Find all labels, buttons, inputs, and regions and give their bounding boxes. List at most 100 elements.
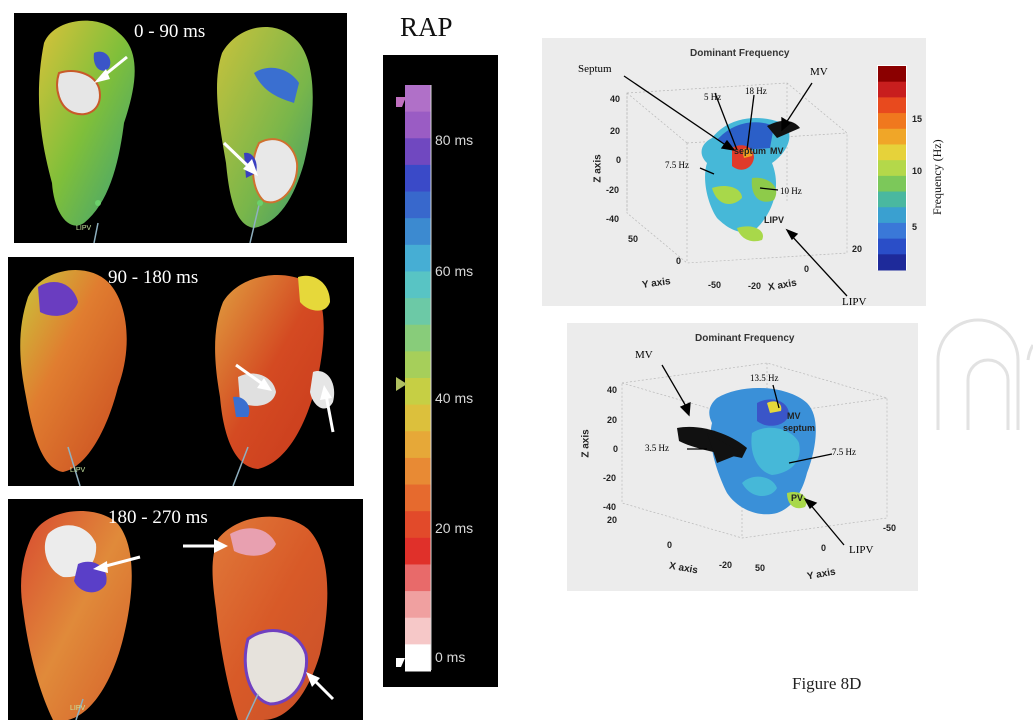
scale-color-band xyxy=(405,271,431,299)
inner-mv-label: MV xyxy=(787,411,801,421)
dominant-frequency-plot-top: Dominant Frequency Septum MV LIPV 5 Hz 1… xyxy=(542,38,926,308)
colorbar-band xyxy=(878,113,906,130)
mv-label: MV xyxy=(810,66,828,78)
colorbar-tick: 10 xyxy=(912,166,923,176)
scale-color-band xyxy=(405,378,431,406)
watermark-arcs xyxy=(936,318,1033,430)
scale-color-band xyxy=(405,218,431,246)
scale-color-band xyxy=(405,511,431,539)
z-tick: 0 xyxy=(613,444,619,454)
lipv-pointer xyxy=(808,502,845,546)
z-tick: -40 xyxy=(606,214,620,224)
colorbar-band xyxy=(878,254,906,271)
x-tick: 0 xyxy=(804,264,810,274)
figure-label: Figure 8D xyxy=(792,674,862,693)
mv-label: MV xyxy=(635,349,653,361)
scale-color-band xyxy=(405,564,431,592)
scale-color-band xyxy=(405,324,431,352)
lipv-label: LIPV xyxy=(849,544,874,556)
x-tick: 0 xyxy=(667,540,673,550)
scale-color-band xyxy=(405,164,431,193)
colorbar-band xyxy=(878,144,906,161)
activation-map-panel-1: 0 - 90 ms LIPV xyxy=(14,13,347,243)
scale-color-band xyxy=(405,404,431,432)
inner-lipv-label: LIPV xyxy=(764,215,785,225)
scale-color-band xyxy=(405,191,431,219)
time-window-label: 90 - 180 ms xyxy=(108,267,199,288)
freq-5hz-label: 5 Hz xyxy=(704,92,722,102)
f13-5-pointer xyxy=(772,384,780,409)
arrow-icon xyxy=(94,55,128,83)
scale-tick-label: 0 ms xyxy=(435,649,466,665)
scale-color-band xyxy=(405,244,431,272)
colorbar-band xyxy=(878,222,906,240)
arrow-icon xyxy=(93,555,141,573)
scale-tick-label: 40 ms xyxy=(435,390,474,406)
colorbar-tick: 5 xyxy=(912,222,918,232)
arrow-icon xyxy=(222,141,258,176)
scale-color-band xyxy=(405,644,431,672)
x-tick: 20 xyxy=(852,244,863,254)
rap-scale-title: RAP xyxy=(400,12,453,42)
lipv-tag: LIPV xyxy=(70,467,86,474)
colorbar-band xyxy=(878,191,906,208)
f10-pointer xyxy=(759,187,779,191)
colorbar-band xyxy=(878,160,906,177)
activation-map-render-2 xyxy=(20,270,335,486)
z-tick: -20 xyxy=(606,185,620,195)
dominant-frequency-plot-bottom: Dominant Frequency MV LIPV 13.5 Hz 3.5 H… xyxy=(567,323,918,591)
scale-color-band xyxy=(405,298,431,326)
arrow-icon xyxy=(320,385,335,433)
df-bottom-render xyxy=(621,362,888,546)
inner-mv-label: MV xyxy=(770,146,784,156)
scale-color-band xyxy=(405,351,431,379)
x-tick: -20 xyxy=(748,281,762,291)
colorbar-label: Frequency (Hz) xyxy=(930,139,944,215)
colorbar-band xyxy=(878,81,906,98)
z-tick: -20 xyxy=(603,473,617,483)
mid-marker-icon xyxy=(396,377,407,391)
freq-7-5hz-label: 7.5 Hz xyxy=(665,160,689,170)
activation-map-render-1 xyxy=(38,20,313,243)
lipv-tag: LIPV xyxy=(70,705,86,712)
activation-map-render-3 xyxy=(21,511,335,720)
arrow-icon xyxy=(235,363,272,391)
colorbar-band xyxy=(878,128,906,145)
activation-map-panel-3: 180 - 270 ms LIPV xyxy=(8,499,363,720)
rap-color-scale: 80 ms 60 ms 40 ms 20 ms 0 ms xyxy=(383,55,498,687)
colorbar-band xyxy=(878,66,906,83)
inner-septum-label: septum xyxy=(783,423,816,433)
time-window-label: 180 - 270 ms xyxy=(108,507,208,528)
lipv-tag: LIPV xyxy=(76,225,92,232)
freq-10hz-label: 10 Hz xyxy=(780,186,802,196)
f7-5-pointer xyxy=(788,453,833,464)
activation-map-panel-2: 90 - 180 ms LIPV xyxy=(8,257,354,486)
inner-septum-label: septum xyxy=(734,146,767,156)
z-tick: -40 xyxy=(603,502,617,512)
z-tick: 40 xyxy=(610,94,621,104)
scale-color-band xyxy=(405,457,431,486)
arrow-icon xyxy=(306,672,335,701)
scale-color-band xyxy=(405,431,431,459)
freq-3-5hz-label: 3.5 Hz xyxy=(645,443,669,453)
rap-color-bar xyxy=(396,85,432,672)
colorbar-tick: 15 xyxy=(912,114,923,124)
scale-color-band xyxy=(405,138,431,166)
lipv-pointer xyxy=(789,233,848,297)
y-tick: 0 xyxy=(821,543,827,553)
scale-tick-label: 20 ms xyxy=(435,520,474,536)
mv-pointer xyxy=(661,364,688,409)
z-axis-label: Z axis xyxy=(580,429,592,458)
septum-pointer xyxy=(623,75,731,149)
z-tick: 20 xyxy=(607,415,618,425)
z-tick: 0 xyxy=(616,155,622,165)
freq-18hz-label: 18 Hz xyxy=(745,86,767,96)
scale-tick-label: 80 ms xyxy=(435,132,474,148)
x-tick: 20 xyxy=(607,515,618,525)
x-tick: -20 xyxy=(719,560,733,570)
upper-marker-icon xyxy=(396,97,406,107)
scale-color-band xyxy=(405,85,431,113)
arrow-icon xyxy=(183,539,228,553)
scale-color-band xyxy=(405,484,431,512)
f5-pointer xyxy=(714,92,738,151)
